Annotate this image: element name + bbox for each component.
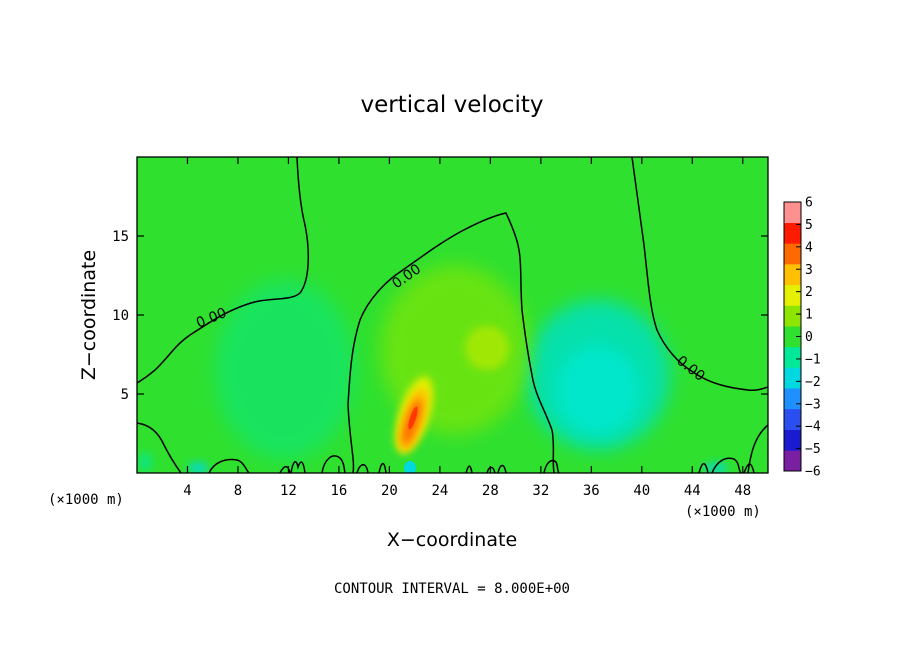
x-tick-label: 12 xyxy=(280,483,297,499)
downdraft-core-east xyxy=(556,345,640,435)
updraft-region-top xyxy=(465,326,509,370)
colorbar-swatch xyxy=(784,284,801,306)
colorbar-tick-label: 5 xyxy=(805,218,813,233)
zero-contours xyxy=(137,157,768,473)
contour-line-center xyxy=(347,212,555,473)
contour-line-west xyxy=(137,157,310,384)
x-tick-label: 44 xyxy=(684,483,701,499)
x-tick-label: 20 xyxy=(381,483,398,499)
colorbar-swatch xyxy=(784,450,801,472)
colorbar-swatch xyxy=(784,367,801,389)
colorbar-swatch xyxy=(784,408,801,430)
colorbar-tick-label: −6 xyxy=(805,465,821,480)
x-axis: 4 8 12 16 20 24 28 32 36 40 44 48 xyxy=(183,157,751,499)
colorbar-tick-label: 3 xyxy=(805,263,813,278)
colorbar-tick-label: 0 xyxy=(805,330,813,345)
x-tick-label: 40 xyxy=(633,483,650,499)
colorbar-tick-label: 4 xyxy=(805,240,813,255)
x-tick-label: 32 xyxy=(532,483,549,499)
colorbar-swatch xyxy=(784,243,801,265)
colorbar-tick-label: 6 xyxy=(805,196,813,211)
colorbar-tick-label: −2 xyxy=(805,375,821,390)
colorbar-tick-label: −5 xyxy=(805,442,821,457)
y-axis: 5 10 15 xyxy=(112,229,768,403)
x-unit-label-left: (×1000 m) xyxy=(48,492,124,508)
contour-line-surface-wiggles xyxy=(208,424,768,473)
colorbar-swatch xyxy=(784,264,801,286)
x-tick-label: 36 xyxy=(583,483,600,499)
colorbar-swatch xyxy=(784,326,801,348)
x-tick-label: 28 xyxy=(482,483,499,499)
updraft-core-inner xyxy=(408,406,418,430)
colorbar-tick-label: 2 xyxy=(805,285,813,300)
contour-line-surface-left xyxy=(137,422,182,473)
colorbar-tick-label: 1 xyxy=(805,308,813,323)
y-tick-label: 10 xyxy=(112,308,129,324)
y-tick-label: 15 xyxy=(112,229,129,245)
downdraft-region-west xyxy=(215,280,355,460)
contour-line-east xyxy=(631,157,768,391)
colorbar: 6 5 4 3 2 1 0 −1 −2 −3 −4 −5 −6 xyxy=(783,196,821,480)
colorbar-swatch xyxy=(784,346,801,368)
y-tick-label: 5 xyxy=(121,387,129,403)
y-axis-label: Z−coordinate xyxy=(78,250,100,380)
colorbar-swatch xyxy=(784,222,801,244)
x-tick-label: 16 xyxy=(330,483,347,499)
x-tick-label: 24 xyxy=(431,483,448,499)
x-tick-label: 48 xyxy=(734,483,751,499)
x-axis-label: X−coordinate xyxy=(387,529,517,551)
surface-cyan-left xyxy=(188,462,208,473)
contour-interval-label: CONTOUR INTERVAL = 8.000E+00 xyxy=(334,581,570,597)
x-tick-label: 4 xyxy=(183,483,191,499)
colorbar-swatch xyxy=(784,202,801,223)
colorbar-swatch xyxy=(784,388,801,410)
colorbar-swatch xyxy=(784,429,801,451)
field-shading: 0.00 0.00 0.00 xyxy=(137,157,768,473)
surface-cyan-left2 xyxy=(137,452,153,472)
colorbar-tick-label: −3 xyxy=(805,397,821,412)
x-unit-label-right: (×1000 m) xyxy=(685,504,761,520)
surface-cyan-center xyxy=(404,461,416,473)
x-tick-label: 8 xyxy=(234,483,242,499)
colorbar-tick-label: −1 xyxy=(805,352,821,367)
chart-title: vertical velocity xyxy=(361,92,544,118)
colorbar-swatch xyxy=(784,305,801,327)
plot-area: 0.00 0.00 0.00 4 8 12 16 20 24 28 32 36 40 44 48 51… xyxy=(112,156,769,499)
colorbar-tick-label: −4 xyxy=(805,420,821,435)
surface-cyan-right xyxy=(704,462,728,473)
